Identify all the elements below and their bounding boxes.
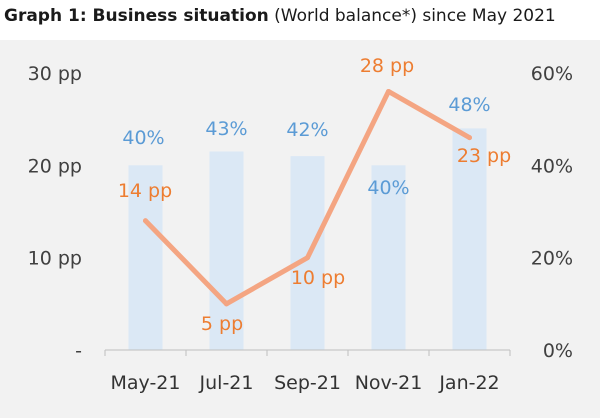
line-data-label: 28 pp (360, 55, 414, 77)
left-tick-label: 10 pp (28, 248, 82, 270)
line-point-May-21 (143, 218, 148, 224)
line-data-label: 14 pp (118, 180, 172, 202)
bar-Jan-22 (452, 128, 487, 350)
right-tick-label: 0% (543, 340, 573, 362)
bar-Jul-21 (209, 151, 244, 350)
x-tick-label: Nov-21 (355, 372, 423, 394)
bar-data-label: 40% (122, 127, 164, 149)
line-data-label: 10 pp (291, 267, 345, 289)
right-tick-label: 40% (531, 155, 573, 177)
line-point-Jan-22 (467, 135, 472, 141)
right-tick-label: 20% (531, 248, 573, 270)
line-point-Jul-21 (224, 301, 229, 307)
left-tick-label: - (75, 340, 82, 362)
bar-data-label: 40% (367, 177, 409, 199)
x-tick-label: Sep-21 (274, 372, 341, 394)
left-tick-label: 30 pp (28, 63, 82, 85)
line-point-Nov-21 (386, 88, 391, 94)
bar-May-21 (128, 165, 163, 350)
x-tick-label: Jan-22 (438, 372, 499, 394)
line-point-Sep-21 (305, 255, 310, 261)
bar-data-label: 42% (286, 119, 328, 141)
chart-title-normal: (World balance*) since May 2021 (268, 6, 556, 26)
line-data-label: 23 pp (457, 145, 511, 167)
bar-data-label: 48% (448, 94, 490, 116)
bar-Nov-21 (371, 165, 406, 350)
right-tick-label: 60% (531, 63, 573, 85)
x-tick-label: Jul-21 (199, 372, 254, 394)
x-tick-label: May-21 (111, 372, 181, 394)
line-data-label: 5 pp (201, 313, 243, 335)
left-tick-label: 20 pp (28, 155, 82, 177)
chart-title: Graph 1: Business situation (World balan… (4, 6, 556, 26)
bar-data-label: 43% (205, 118, 247, 140)
chart-title-bold: Graph 1: Business situation (4, 6, 269, 26)
